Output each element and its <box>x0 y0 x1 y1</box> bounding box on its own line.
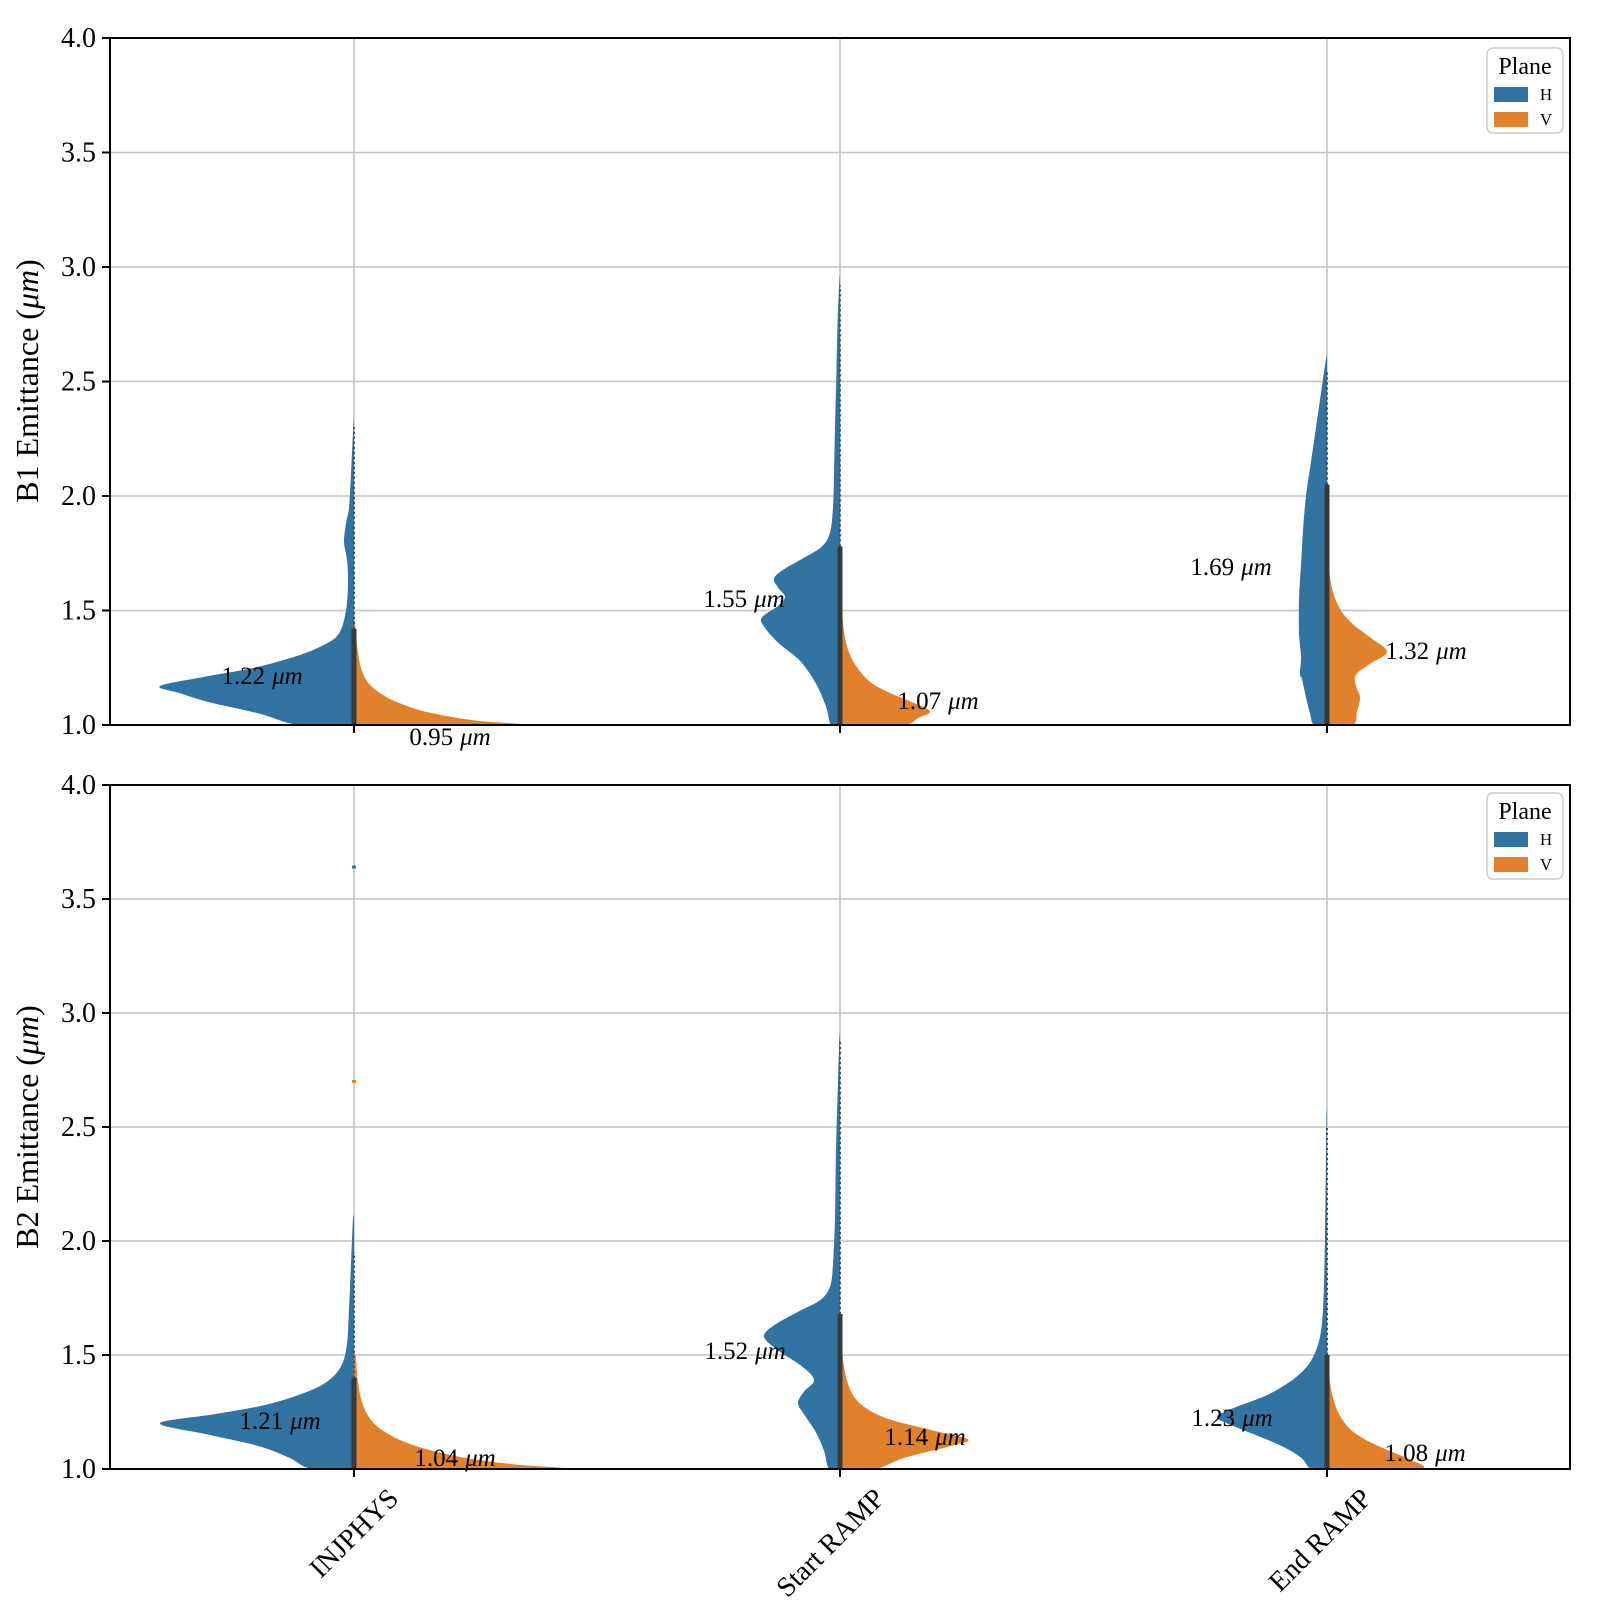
panel-b2: 4.0 3.5 3.0 2.5 2.0 1.5 1.0 B2 Emittance… <box>9 770 1571 1600</box>
mean-annotation: 1.55 μm <box>703 586 784 613</box>
violin-b1-injphys-h <box>159 419 354 725</box>
legend-title: Plane <box>1498 799 1551 825</box>
legend-label-h: H <box>1540 85 1552 104</box>
mean-annotation: 1.52 μm <box>704 1338 785 1365</box>
ytick-label: 1.0 <box>61 710 96 741</box>
mean-annotation: 1.22 μm <box>221 663 302 690</box>
mean-annotation: 0.95 μm <box>409 724 490 751</box>
legend-swatch-h <box>1494 832 1528 847</box>
violin-b1-end-ramp-h <box>1298 356 1327 725</box>
violin-b1-end-ramp-v <box>1327 544 1387 725</box>
legend-swatch-h <box>1494 87 1528 102</box>
violins-b2 <box>159 865 1425 1469</box>
legend-label-h: H <box>1540 830 1552 849</box>
violin-b1-start-ramp-v <box>840 597 931 725</box>
ytick-label: 1.5 <box>61 596 96 627</box>
outlier-point <box>352 1079 356 1083</box>
ytick-label: 2.0 <box>61 1226 96 1257</box>
ytick-label: 3.0 <box>61 998 96 1029</box>
ytick-label: 3.5 <box>61 884 96 915</box>
y-axis-label-b1: B1 Emittance (μm) <box>9 259 45 503</box>
mean-annotation: 1.23 μm <box>1191 1405 1272 1432</box>
ytick-label: 2.0 <box>61 481 96 512</box>
violins-b1 <box>159 275 1387 725</box>
legend-label-v: V <box>1540 110 1553 129</box>
xtick-label-end-ramp: End RAMP <box>1263 1483 1378 1598</box>
y-axis-label-b2: B2 Emittance (μm) <box>9 1005 45 1249</box>
mean-annotation: 1.14 μm <box>884 1424 965 1451</box>
legend-swatch-v <box>1494 112 1528 127</box>
xtick-label-start-ramp: Start RAMP <box>771 1483 891 1600</box>
violin-b2-injphys-v <box>354 1352 567 1469</box>
violin-b2-end-ramp-h <box>1216 1109 1327 1469</box>
violin-b1-start-ramp-h <box>760 275 840 725</box>
ytick-label: 3.5 <box>61 138 96 169</box>
mean-annotation: 1.08 μm <box>1384 1440 1465 1467</box>
legend-title: Plane <box>1498 54 1551 80</box>
mean-annotation: 1.07 μm <box>897 688 978 715</box>
violin-b2-injphys-h <box>159 1214 354 1469</box>
violin-b1-injphys-v <box>354 620 525 725</box>
ytick-label: 2.5 <box>61 367 96 398</box>
xtick-label-injphys: INJPHYS <box>304 1483 405 1584</box>
ytick-label: 4.0 <box>61 23 96 54</box>
violin-b2-end-ramp-v <box>1327 1348 1425 1469</box>
violin-b2-start-ramp-h <box>763 1032 840 1469</box>
legend-label-v: V <box>1540 855 1553 874</box>
mean-annotation: 1.21 μm <box>239 1408 320 1435</box>
outlier-point <box>352 865 356 869</box>
ytick-label: 4.0 <box>61 770 96 801</box>
mean-annotation: 1.69 μm <box>1190 554 1271 581</box>
ytick-label: 2.5 <box>61 1112 96 1143</box>
violin-b2-start-ramp-v <box>840 1341 969 1469</box>
ytick-label: 1.0 <box>61 1454 96 1485</box>
legend-b2: Plane H V <box>1486 792 1564 880</box>
ytick-label: 1.5 <box>61 1340 96 1371</box>
ytick-label: 3.0 <box>61 252 96 283</box>
legend-b1: Plane H V <box>1486 47 1564 134</box>
panel-b1: 4.0 3.5 3.0 2.5 2.0 1.5 1.0 B1 Emittance… <box>9 23 1571 751</box>
legend-swatch-v <box>1494 857 1528 872</box>
mean-annotation: 1.04 μm <box>414 1445 495 1472</box>
mean-annotation: 1.32 μm <box>1385 638 1466 665</box>
